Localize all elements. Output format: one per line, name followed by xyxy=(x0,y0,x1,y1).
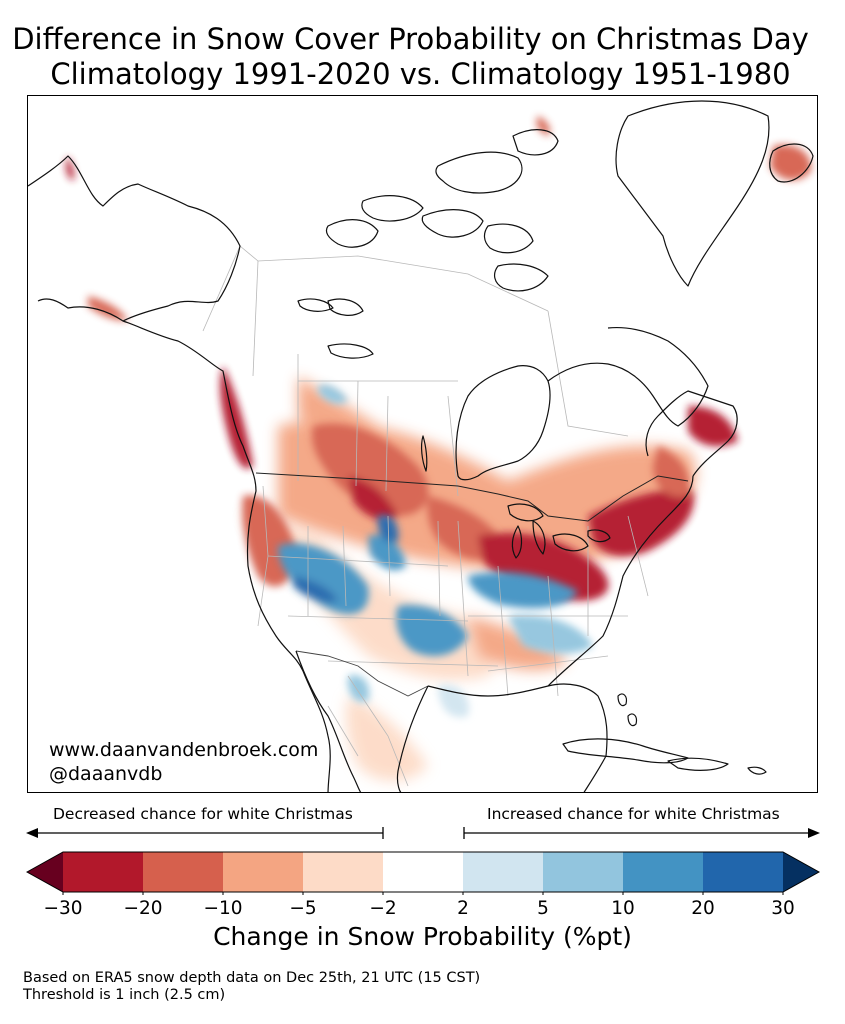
colorbar-bin xyxy=(463,852,544,892)
colorbar-tick-label: 30 xyxy=(771,898,795,919)
colorbar-tick-label: 10 xyxy=(611,898,635,919)
colorbar-tick-label: −5 xyxy=(289,898,317,919)
colorbar-tick-label: −10 xyxy=(203,898,243,919)
map-title: Difference in Snow Cover Probability on … xyxy=(12,22,809,56)
colorbar-bin xyxy=(703,852,784,892)
credit-website: www.daanvandenbroek.com xyxy=(49,739,319,761)
probability-change-field xyxy=(65,116,812,781)
colorbar-tick-label: 5 xyxy=(537,898,549,919)
footnote-data-source: Based on ERA5 snow depth data on Dec 25t… xyxy=(23,970,481,986)
internal-boundaries xyxy=(202,245,649,787)
us-mexico-border xyxy=(295,650,429,697)
map-subtitle: Climatology 1991-2020 vs. Climatology 19… xyxy=(50,57,791,91)
colorbar xyxy=(25,851,821,895)
us-canada-border xyxy=(255,472,689,522)
north-america-map xyxy=(28,100,814,792)
colorbar-panel xyxy=(25,827,821,895)
colorbar-tick-label: 20 xyxy=(691,898,715,919)
colorbar-tick-label: −2 xyxy=(369,898,397,919)
colorbar-extend-high xyxy=(783,852,819,892)
colorbar-tick-label: −30 xyxy=(43,898,83,919)
colorbar-bin xyxy=(383,852,464,892)
colorbar-tick-label: −20 xyxy=(123,898,163,919)
colorbar-bin xyxy=(543,852,624,892)
decreased-chance-label: Decreased chance for white Christmas xyxy=(53,805,353,823)
colorbar-tick-label: 2 xyxy=(457,898,469,919)
colorbar-bin xyxy=(63,852,144,892)
increase-arrow xyxy=(463,827,820,839)
credit-handle: @daaanvdb xyxy=(49,763,163,785)
footnote-threshold: Threshold is 1 inch (2.5 cm) xyxy=(23,987,226,1003)
colorbar-bin xyxy=(223,852,304,892)
colorbar-extend-low xyxy=(27,852,63,892)
colorbar-bin xyxy=(303,852,384,892)
coastlines xyxy=(28,100,814,792)
colorbar-bin xyxy=(623,852,704,892)
map-panel: www.daanvandenbroek.com @daaanvdb xyxy=(27,95,818,793)
colorbar-label: Change in Snow Probability (%pt) xyxy=(213,922,632,951)
increased-chance-label: Increased chance for white Christmas xyxy=(487,805,780,823)
colorbar-bin xyxy=(143,852,224,892)
decrease-arrow xyxy=(26,827,384,839)
